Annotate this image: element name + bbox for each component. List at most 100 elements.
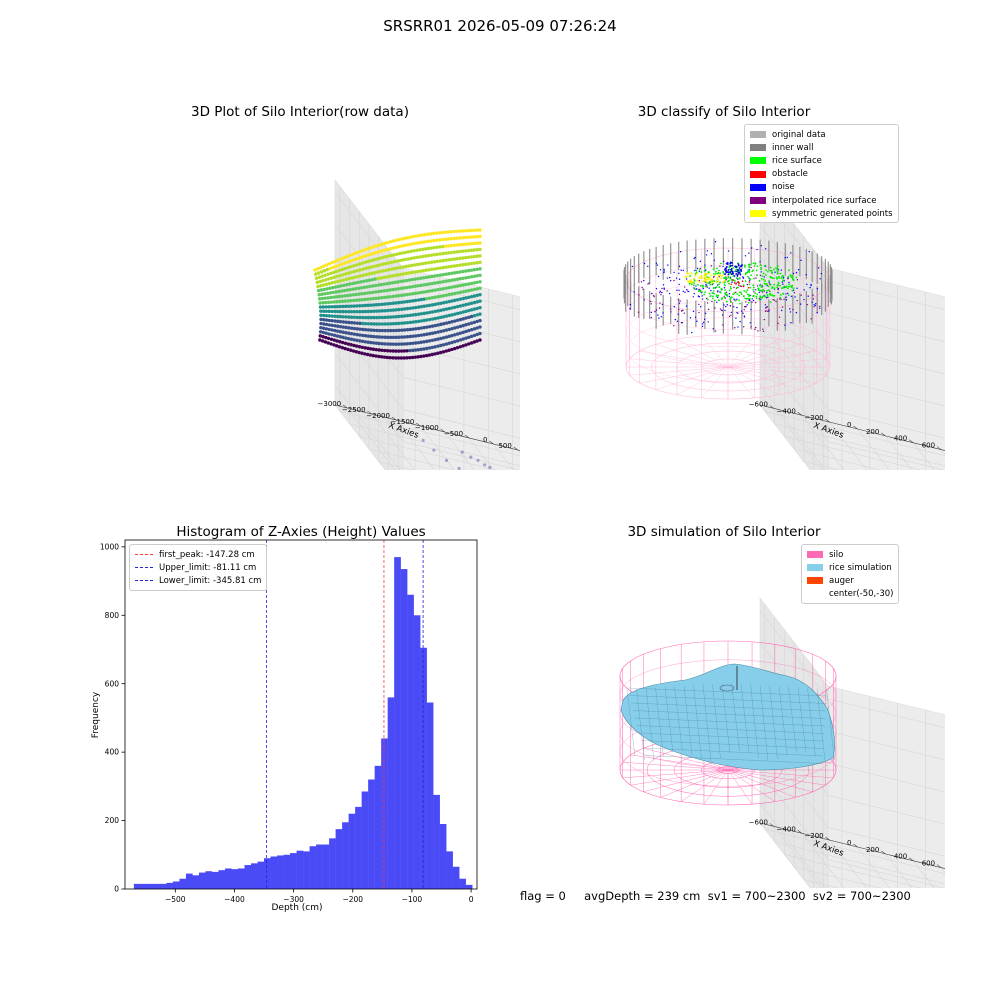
raw-data-point <box>325 287 329 291</box>
raw-data-point <box>339 279 343 283</box>
raw-data-point <box>340 340 345 345</box>
simulation-gridline <box>793 866 881 888</box>
raw-gridline <box>420 425 455 470</box>
classify-rice-surface-point <box>755 269 758 272</box>
raw-data-point <box>458 338 463 342</box>
classify-interpolated-point <box>812 298 815 300</box>
classify-rice-surface-point <box>704 285 707 288</box>
raw-data-point <box>380 342 384 346</box>
classify-gridline <box>857 428 890 470</box>
raw-data-point <box>391 294 395 299</box>
raw-data-point <box>398 258 402 263</box>
classify-rice-surface-point <box>795 276 798 279</box>
raw-data-point <box>467 295 471 299</box>
raw-data-point <box>475 228 479 232</box>
raw-data-point <box>469 294 474 299</box>
raw-data-point <box>359 249 364 253</box>
raw-data-point <box>370 277 375 282</box>
raw-data-point <box>453 305 457 309</box>
raw-data-point <box>346 304 351 308</box>
raw-data-point <box>359 286 364 290</box>
raw-data-point <box>388 288 392 292</box>
classify-rice-surface-point <box>764 295 767 298</box>
simulation-gridline <box>827 730 945 761</box>
raw-data-point <box>406 257 411 261</box>
classify-noise-point <box>680 269 682 271</box>
raw-data-point <box>355 332 359 337</box>
raw-data-point <box>385 349 390 353</box>
classify-rice-surface-point <box>732 293 734 296</box>
raw-data-point <box>449 243 454 248</box>
raw-data-point <box>419 297 423 302</box>
raw-data-point <box>438 280 443 284</box>
classify-interpolated-point <box>777 322 779 325</box>
simulation-legend-swatch <box>807 591 823 598</box>
raw-data-point <box>418 255 422 259</box>
raw-data-point <box>414 241 419 245</box>
raw-data-point <box>436 316 440 320</box>
raw-data-point <box>375 270 380 274</box>
classify-rice-surface-point <box>776 264 779 267</box>
classify-interpolated-point <box>682 309 684 311</box>
raw-data-point <box>472 241 476 246</box>
raw-data-point <box>358 333 362 337</box>
raw-data-point <box>397 237 401 242</box>
classify-rice-surface-point <box>791 289 794 292</box>
raw-data-point <box>455 304 460 309</box>
raw-data-point <box>441 293 446 298</box>
classify-noise-point <box>727 250 730 252</box>
classify-symmetric-point <box>709 274 712 277</box>
classify-noise-point <box>736 306 738 309</box>
raw-data-point <box>338 324 343 329</box>
raw-data-point <box>455 325 460 329</box>
raw-data-point <box>394 356 398 360</box>
raw-data-point <box>399 300 404 305</box>
raw-data-point <box>441 279 446 284</box>
classify-interpolated-point <box>768 283 771 285</box>
raw-data-point <box>369 309 373 314</box>
raw-data-point <box>450 299 454 303</box>
raw-data-point <box>349 332 354 336</box>
raw-data-point <box>349 315 354 319</box>
simulation-x-tick <box>825 836 830 841</box>
raw-data-point <box>373 270 377 275</box>
raw-data-point <box>432 238 436 243</box>
raw-data-point <box>334 269 339 274</box>
raw-data-point <box>458 290 463 295</box>
classify-silo-floor-spoke <box>639 366 729 384</box>
raw-data-point <box>475 234 479 239</box>
raw-data-point <box>430 324 435 328</box>
classify-interpolated-point <box>673 325 675 327</box>
raw-data-point <box>453 298 457 303</box>
simulation-silo-floor-spoke <box>681 769 729 802</box>
classify-noise-point <box>655 309 658 311</box>
classify-noise-point <box>785 296 787 298</box>
raw-data-point <box>339 284 343 288</box>
raw-data-point <box>380 302 384 307</box>
histogram-bar <box>452 866 460 889</box>
classify-noise-point <box>724 273 727 275</box>
raw-data-point <box>351 349 356 353</box>
raw-data-point <box>420 247 425 252</box>
raw-data-point <box>339 257 343 261</box>
classify-interpolated-point <box>647 283 649 285</box>
classify-interpolated-point <box>813 306 815 308</box>
classify-obstacle-point <box>737 280 739 283</box>
classify-interpolated-point <box>650 316 653 319</box>
classify-interpolated-point <box>762 328 764 330</box>
raw-data-point <box>385 288 389 293</box>
raw-data-point <box>329 271 333 276</box>
raw-data-point <box>380 348 384 352</box>
raw-data-point <box>408 327 412 332</box>
classify-rice-surface-point <box>769 283 772 286</box>
raw-gridline <box>334 192 404 282</box>
classify-x-tick <box>825 418 830 423</box>
raw-data-point <box>425 332 429 336</box>
raw-data-point <box>320 292 324 296</box>
classify-interpolated-point <box>773 299 776 301</box>
classify-rice-surface-point <box>756 265 759 268</box>
classify-interpolated-point <box>766 306 768 308</box>
classify-rice-surface-point <box>758 289 761 292</box>
rice-simulation-mesh-line <box>807 687 816 757</box>
raw-data-point <box>458 229 462 233</box>
